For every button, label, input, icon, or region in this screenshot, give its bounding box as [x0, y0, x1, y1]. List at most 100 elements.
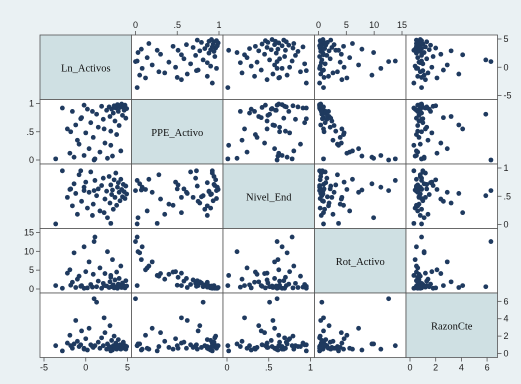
x-tick-label: 4: [459, 363, 464, 373]
data-point: [134, 178, 140, 183]
data-point: [291, 148, 297, 154]
data-point: [326, 73, 331, 79]
data-point: [300, 44, 306, 50]
data-point: [328, 115, 334, 121]
data-point: [106, 174, 112, 179]
data-point: [356, 146, 361, 152]
data-point: [111, 333, 117, 339]
data-point: [272, 123, 277, 128]
data-point: [283, 47, 288, 53]
diagonal-cell-ln-activos: [39, 34, 132, 100]
data-point: [456, 71, 462, 77]
data-point: [392, 343, 398, 349]
data-point: [284, 154, 290, 160]
data-point: [421, 155, 427, 161]
data-point: [226, 142, 232, 148]
data-point: [264, 45, 270, 50]
data-point: [199, 345, 204, 350]
data-point: [190, 277, 196, 283]
data-point: [414, 37, 419, 43]
data-point: [274, 59, 280, 64]
data-point: [194, 342, 199, 348]
y-tick-label: 10: [24, 246, 34, 256]
x-tick-label: 1: [308, 363, 313, 373]
data-point: [330, 137, 336, 143]
data-point: [90, 271, 96, 277]
data-point: [287, 64, 293, 70]
data-point: [488, 188, 494, 194]
data-point: [433, 45, 439, 51]
data-point: [204, 42, 210, 48]
data-point: [328, 183, 334, 189]
data-point: [107, 323, 113, 329]
data-point: [214, 285, 219, 291]
data-point: [138, 187, 144, 193]
data-point: [262, 330, 267, 336]
data-point: [209, 191, 214, 197]
data-point: [211, 339, 217, 345]
data-point: [83, 179, 89, 185]
data-point: [75, 211, 80, 217]
data-point: [359, 187, 365, 193]
data-point: [322, 61, 328, 67]
data-point: [338, 51, 344, 57]
data-point: [188, 282, 194, 287]
data-point: [303, 105, 309, 111]
data-point: [289, 58, 295, 64]
data-point: [456, 285, 462, 290]
data-point: [105, 155, 110, 161]
data-point: [275, 257, 281, 263]
data-point: [88, 169, 94, 175]
x-tick-label: 0: [407, 363, 412, 373]
data-point: [194, 168, 199, 174]
data-point: [488, 157, 494, 163]
data-point: [318, 122, 324, 128]
data-point: [193, 52, 199, 58]
data-point: [105, 215, 110, 221]
data-point: [102, 140, 108, 146]
data-point: [109, 106, 115, 112]
data-point: [179, 210, 184, 216]
data-point: [317, 102, 323, 108]
variable-label-rot-activo: Rot_Activo: [336, 257, 385, 268]
data-point: [158, 51, 163, 57]
data-point: [415, 65, 421, 71]
data-point: [102, 271, 108, 276]
data-point: [137, 72, 143, 78]
data-point: [76, 273, 82, 279]
data-point: [199, 39, 204, 45]
data-point: [64, 194, 70, 200]
data-point: [100, 343, 106, 349]
data-point: [202, 206, 208, 212]
data-point: [112, 194, 118, 200]
data-point: [369, 181, 375, 187]
data-point: [415, 102, 421, 108]
data-point: [429, 269, 435, 275]
data-point: [424, 283, 430, 289]
y-tick-label: 0: [504, 220, 509, 230]
data-point: [483, 111, 489, 117]
data-point: [415, 208, 421, 214]
data-point: [209, 37, 214, 42]
data-point: [335, 172, 340, 178]
data-point: [137, 181, 143, 187]
data-point: [430, 54, 436, 59]
data-point: [321, 186, 327, 192]
data-point: [371, 215, 377, 221]
data-point: [321, 221, 326, 227]
data-point: [59, 348, 65, 354]
data-point: [95, 339, 101, 345]
data-point: [92, 178, 98, 183]
data-point: [326, 48, 332, 54]
data-point: [319, 116, 325, 122]
data-point: [339, 340, 345, 346]
data-point: [267, 57, 272, 63]
data-point: [135, 215, 141, 221]
data-point: [184, 276, 189, 281]
data-point: [392, 156, 398, 162]
y-tick-label: 5: [504, 34, 509, 44]
data-point: [392, 58, 398, 64]
data-point: [78, 342, 84, 348]
